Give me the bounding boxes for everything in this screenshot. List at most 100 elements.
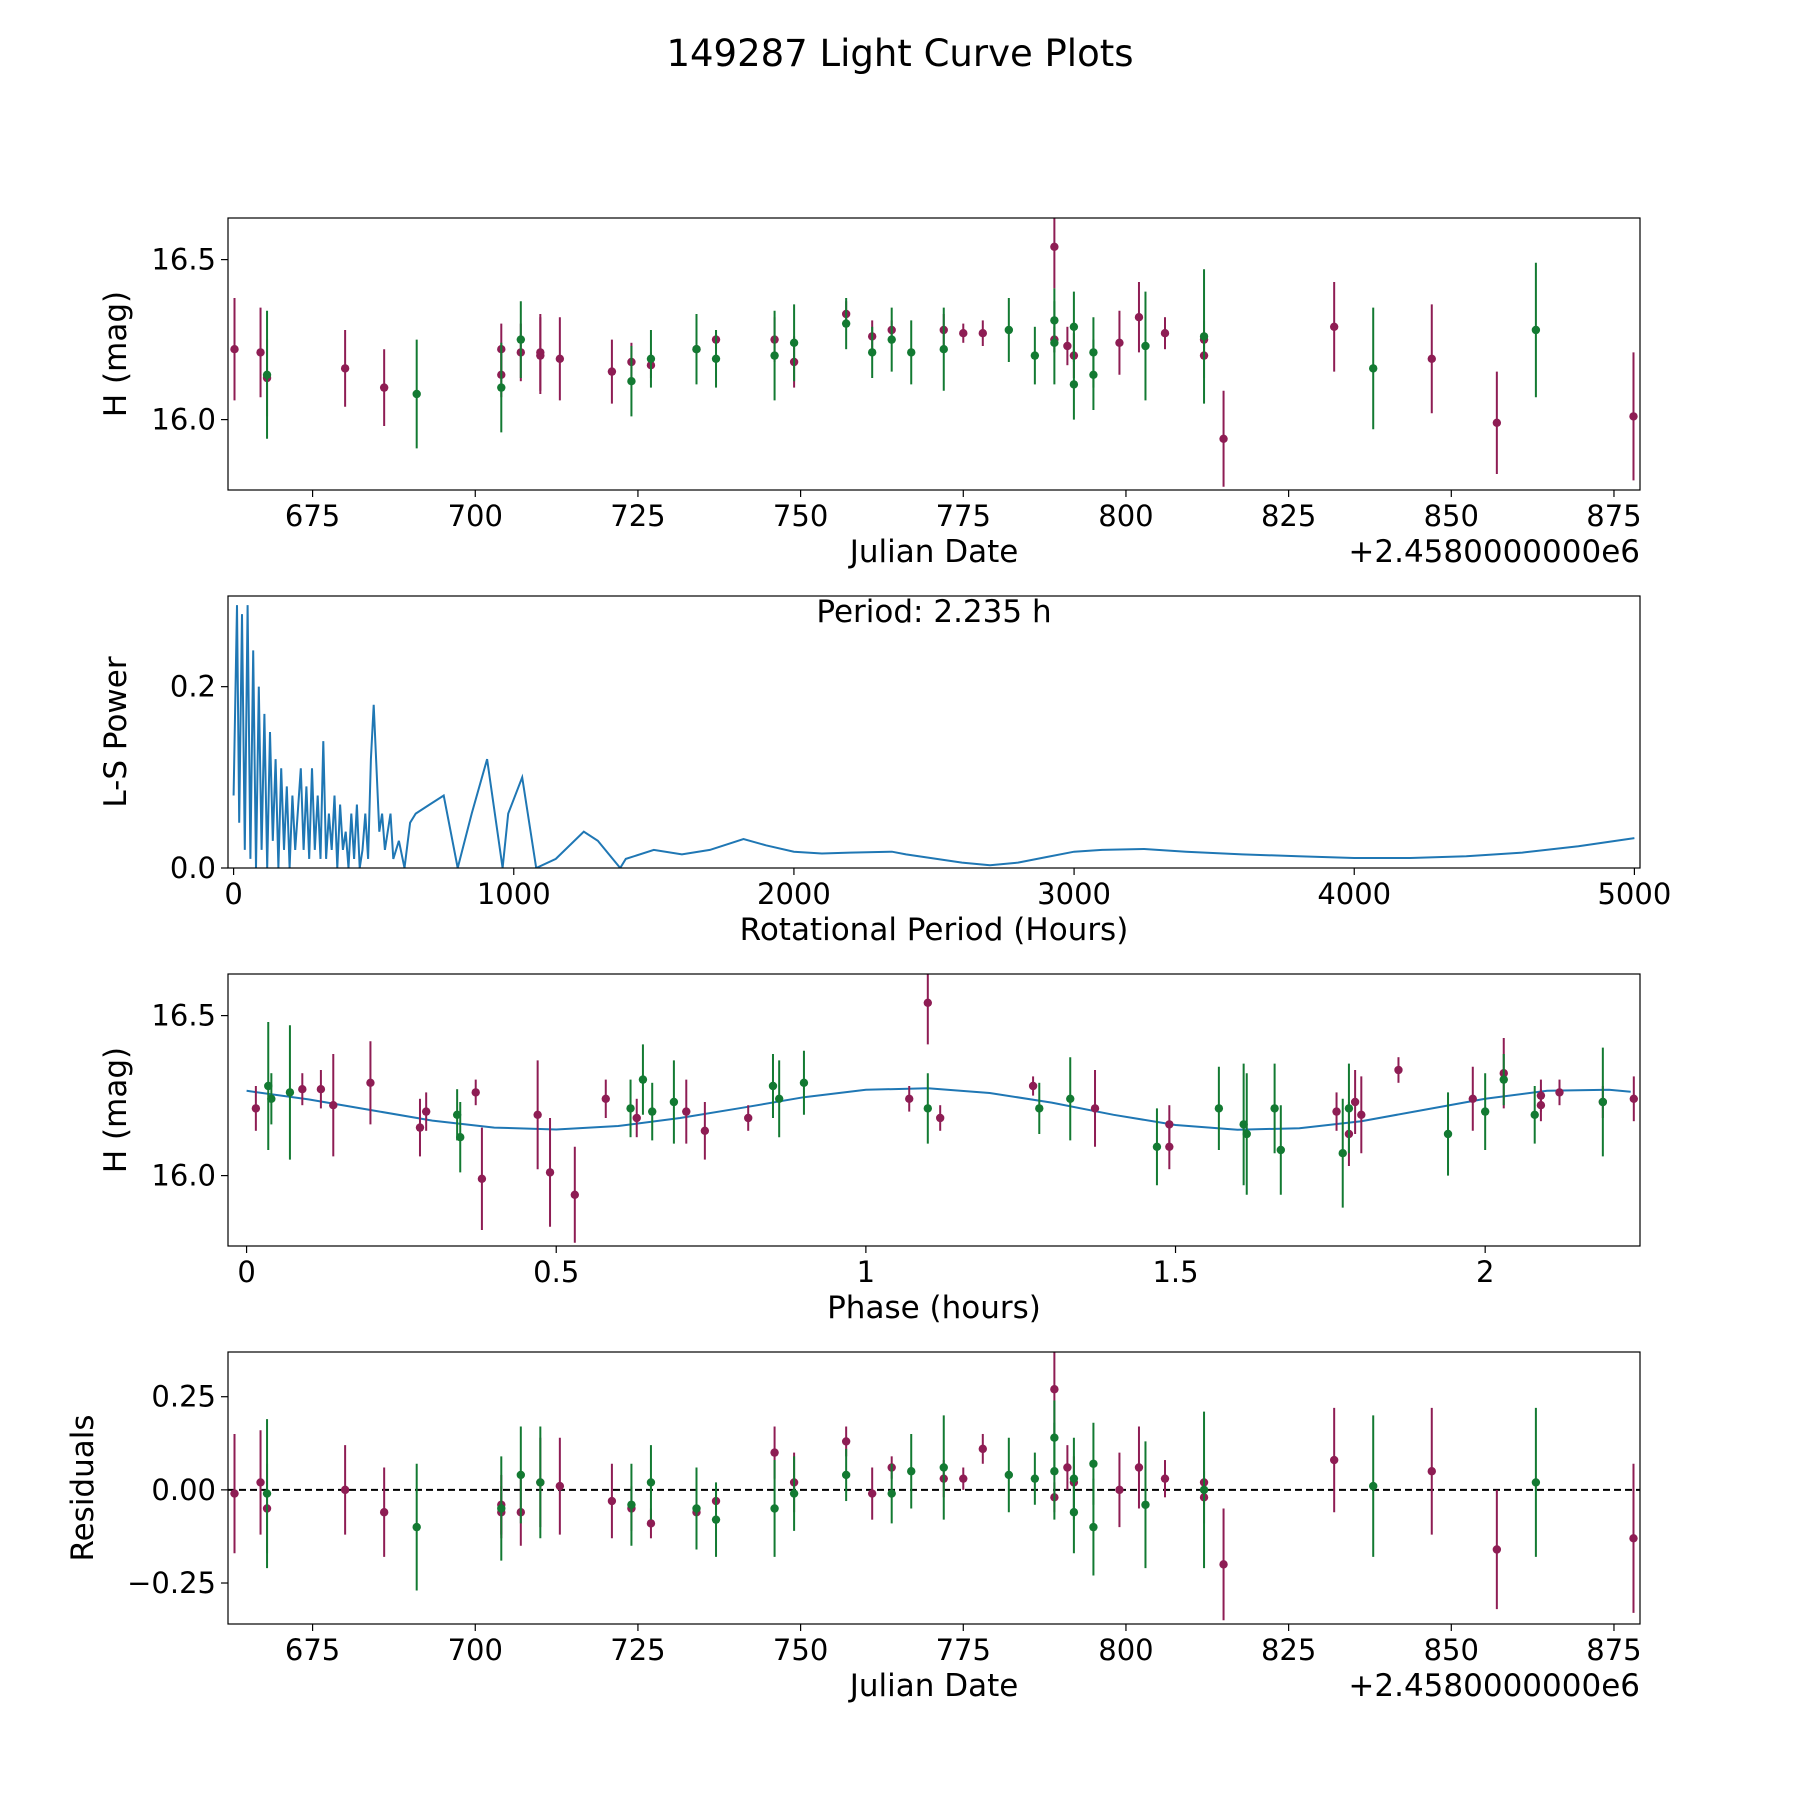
lightcurve-point-1-11 [867,348,877,357]
residuals-point-1-16 [1030,1474,1040,1483]
periodogram-xtick-label: 3000 [1037,877,1111,911]
periodogram-ylabel: L-S Power [98,656,134,807]
residuals-point-0-36 [1629,1534,1638,1543]
periodogram-plot-area [232,605,1635,868]
residuals-ylabel: Residuals [65,1414,101,1561]
residuals-point-1-25 [1369,1481,1378,1491]
residuals-point-0-27 [1115,1485,1124,1495]
lightcurve-point-0-26 [1063,341,1072,351]
phase-point-1-16 [1214,1104,1224,1113]
phase-point-0-17 [905,1094,914,1104]
residuals-ytick-label: 0.25 [151,1380,216,1414]
lightcurve-point-0-33 [1219,434,1228,443]
residuals-point-1-11 [841,1470,851,1480]
lightcurve-point-1-22 [1089,370,1098,379]
lightcurve-point-0-30 [1160,329,1170,338]
residuals-point-1-14 [939,1463,948,1472]
phase-point-0-28 [1394,1065,1403,1075]
residuals-xtick-label: 675 [285,1633,340,1667]
phase-point-0-14 [682,1107,691,1116]
lightcurve-point-1-18 [1050,338,1059,347]
residuals-point-1-6 [646,1478,656,1487]
lightcurve-offset-label: +2.4580000000e6 [1348,534,1640,570]
residuals-panel: 675 700 725 750 775 800 825 850 875 −0.25 0.00 0.25… [65,1351,1642,1704]
lightcurve-point-0-37 [1629,412,1638,421]
phase-ylabel: H (mag) [98,1047,134,1173]
residuals-point-0-22 [978,1444,988,1454]
phase-point-0-24 [1332,1107,1341,1116]
lightcurve-xtick-label: 725 [610,499,665,533]
lightcurve-xtick-label: 700 [448,499,503,533]
lightcurve-point-1-3 [516,335,526,344]
phase-point-0-23 [1165,1120,1174,1129]
lightcurve-point-0-23 [978,329,988,338]
periodogram-xtick-label: 2000 [757,877,831,911]
periodogram-period-annotation: Period: 2.235 h [816,594,1051,630]
phase-point-1-10 [774,1094,784,1104]
residuals-xtick-label: 750 [773,1633,828,1667]
phase-point-1-19 [1270,1104,1279,1113]
residuals-point-0-18 [867,1489,877,1498]
phase-frame [227,973,1641,1247]
phase-point-1-20 [1276,1145,1286,1155]
residuals-xtick-label: 800 [1098,1633,1153,1667]
phase-point-1-6 [638,1075,648,1084]
phase-point-1-15 [1152,1142,1162,1152]
residuals-point-1-5 [627,1500,636,1509]
phase-ytick-label: 16.5 [151,999,216,1033]
phase-point-0-27 [1357,1110,1366,1120]
phase-point-0-11 [570,1190,580,1200]
lightcurve-point-0-10 [555,354,565,363]
lightcurve-point-0-1 [256,348,265,357]
residuals-plot-area [228,1352,1640,1621]
residuals-point-0-10 [607,1496,617,1506]
residuals-point-1-22 [1089,1522,1098,1532]
phase-point-0-32 [1536,1091,1546,1100]
phase-point-1-18 [1242,1129,1251,1139]
phase-point-0-7 [471,1088,480,1097]
lightcurve-point-0-22 [959,329,968,338]
residuals-point-0-1 [256,1478,265,1487]
phase-point-0-29 [1468,1094,1477,1104]
lightcurve-point-0-11 [607,367,617,376]
lightcurve-point-1-24 [1199,332,1209,341]
phase-xtick-label: 1.5 [1152,1255,1198,1289]
lightcurve-point-1-19 [1069,322,1079,331]
phase-point-1-4 [456,1133,465,1142]
subplot-panels: 675 700 725 750 775 800 825 850 875 16.0 16.5 Julia… [65,217,1671,1704]
lightcurve-point-0-0 [230,345,239,354]
residuals-point-1-24 [1199,1485,1209,1495]
lightcurve-point-1-23 [1141,341,1150,351]
phase-point-1-9 [768,1081,778,1091]
residuals-point-0-12 [646,1519,656,1528]
lightcurve-xtick-label: 775 [936,499,991,533]
lightcurve-xtick-label: 800 [1098,499,1153,533]
lightcurve-ytick-label: 16.0 [151,403,216,437]
lightcurve-ylabel: H (mag) [98,291,134,417]
residuals-point-1-0 [262,1489,272,1498]
residuals-point-1-2 [497,1504,506,1513]
phase-point-0-4 [366,1078,375,1088]
phase-xlabel: Phase (hours) [827,1290,1041,1326]
lightcurve-point-0-4 [379,383,389,392]
residuals-series-green [262,1400,1541,1591]
lightcurve-point-1-8 [770,351,779,360]
phase-point-1-14 [1066,1094,1075,1104]
phase-point-1-5 [626,1104,635,1113]
phase-point-0-6 [421,1107,431,1116]
periodogram-frame [227,595,1641,869]
phase-point-1-11 [799,1078,809,1088]
residuals-offset-label: +2.4580000000e6 [1348,1668,1640,1704]
phase-point-1-13 [1035,1104,1044,1113]
residuals-xtick-label: 825 [1261,1633,1316,1667]
lightcurve-point-0-36 [1492,418,1502,427]
lightcurve-point-1-6 [692,345,701,354]
lightcurve-point-1-12 [887,335,896,344]
phase-point-0-3 [329,1101,338,1110]
phase-point-1-12 [923,1104,933,1113]
lightcurve-xlabel: Julian Date [848,534,1019,570]
residuals-point-1-7 [692,1504,701,1513]
residuals-point-0-32 [1219,1560,1228,1569]
residuals-point-1-8 [711,1515,721,1524]
lightcurve-point-1-14 [939,345,948,354]
